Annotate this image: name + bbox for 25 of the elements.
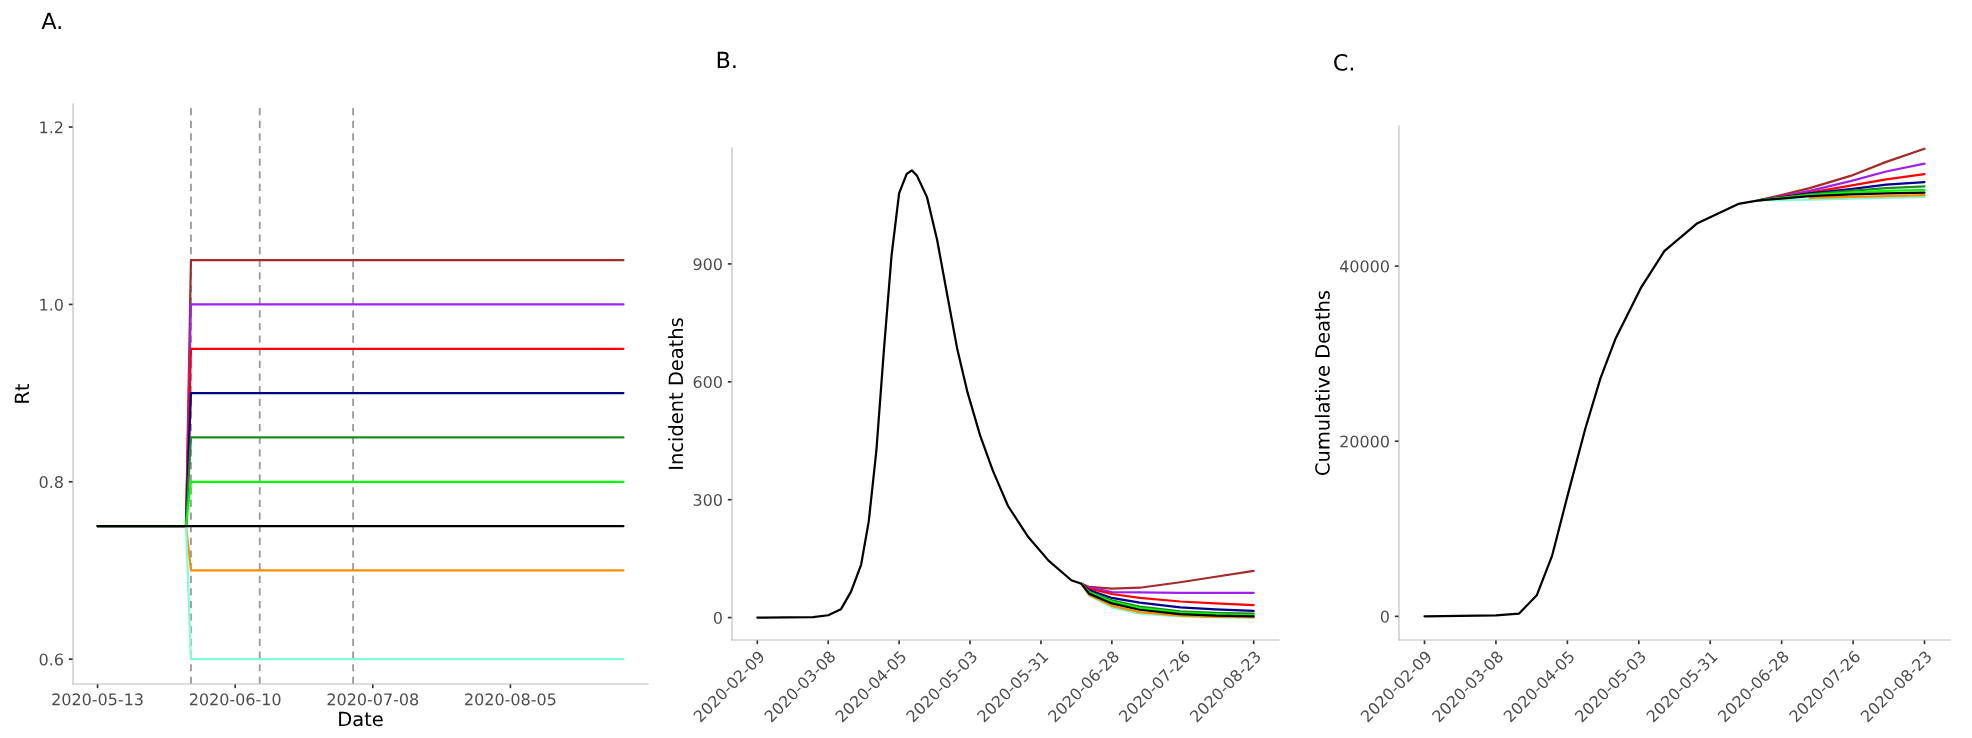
y-tick-label: 0.6: [39, 653, 63, 666]
y-tick-label: 0: [713, 611, 722, 624]
chart-title: B.: [717, 51, 736, 69]
line-series: [1080, 569, 1255, 590]
x-axis-title: Date: [339, 711, 383, 727]
line-series: [1423, 191, 1926, 618]
line-series: [756, 169, 1255, 619]
y-tick-label: 40000: [1339, 260, 1389, 273]
y-tick-label: 300: [693, 493, 722, 506]
y-tick-label: 20000: [1340, 435, 1389, 448]
y-tick-label: 1.2: [40, 121, 63, 134]
x-tick-label: 2020-08-05: [465, 693, 556, 706]
x-tick-label: 2020-07-08: [327, 693, 419, 706]
y-tick-label: 1.0: [40, 298, 63, 311]
y-tick-label: 600: [693, 376, 722, 389]
y-axis-title: Rt: [14, 383, 29, 403]
y-tick-label: 0.8: [39, 476, 63, 489]
y-tick-label: 900: [693, 258, 722, 271]
chart-title: A.: [41, 12, 61, 29]
chart-title: C.: [1334, 53, 1354, 71]
x-tick-label: 2020-06-10: [189, 693, 281, 706]
x-tick-label: 2020-05-13: [52, 693, 143, 706]
y-axis-title: Incident Deaths: [668, 318, 684, 469]
y-tick-label: 0: [1380, 610, 1389, 623]
y-axis-title: Cumulative Deaths: [1314, 290, 1330, 475]
